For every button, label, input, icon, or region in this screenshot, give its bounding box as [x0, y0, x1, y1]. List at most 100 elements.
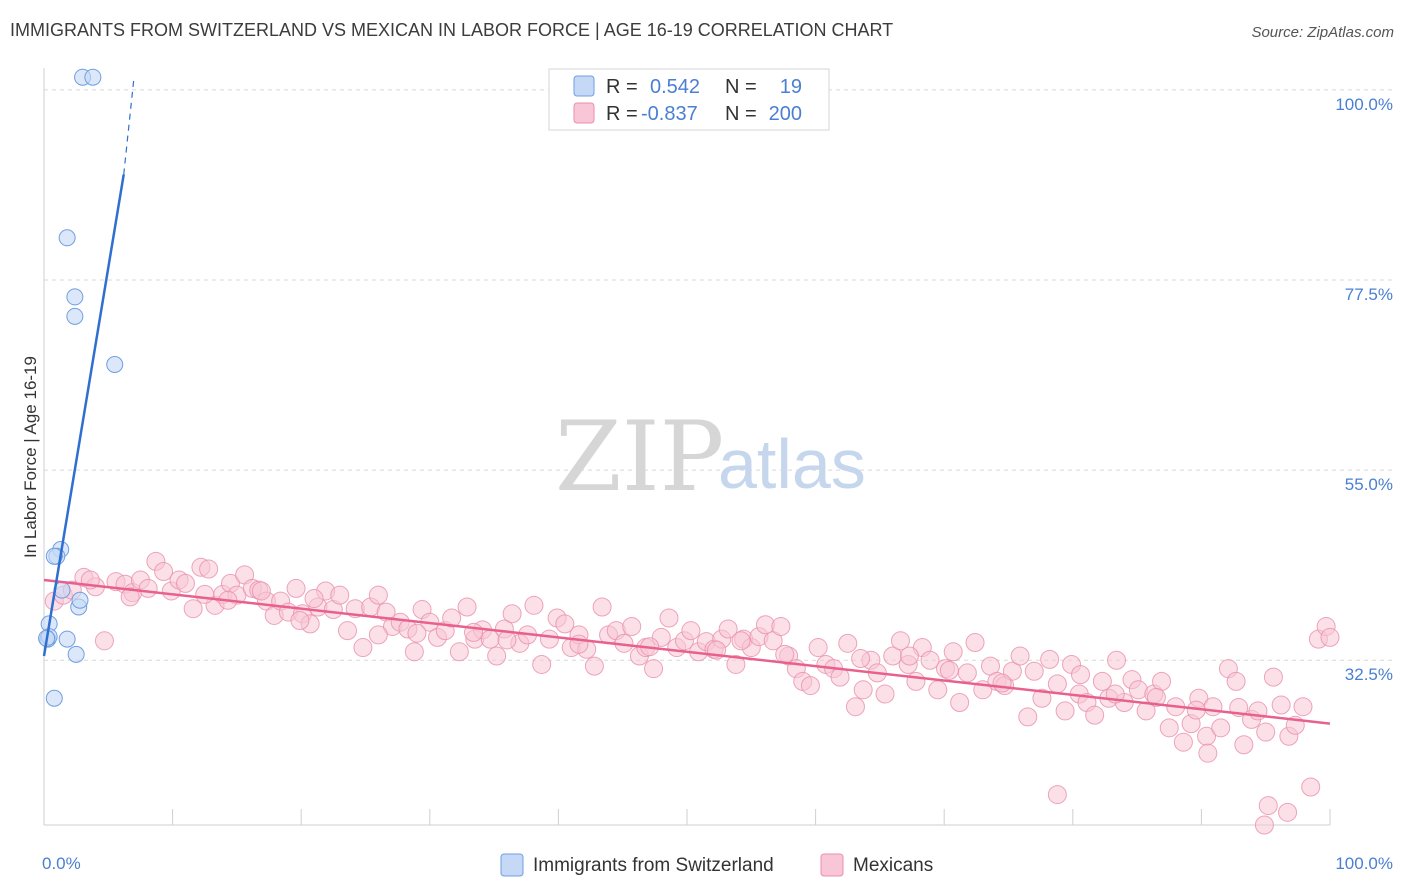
mexicans-point-95 — [771, 616, 791, 636]
mexicans-points — [44, 551, 1340, 835]
mexicans-point-149 — [1173, 732, 1193, 752]
legend-r-label-2: R = — [606, 103, 638, 125]
mexicans-point-104 — [838, 633, 858, 653]
mexicans-point-189 — [992, 673, 1012, 693]
mexicans-point-39 — [353, 638, 373, 658]
mexicans-point-194 — [1198, 743, 1218, 763]
mexicans-point-66 — [555, 614, 575, 634]
mexicans-point-174 — [251, 581, 271, 601]
source-label: Source: ZipAtlas.com — [1251, 24, 1394, 41]
switzerland-point-8 — [45, 547, 63, 565]
switzerland-trend-extension — [123, 77, 135, 175]
mexicans-point-10 — [138, 578, 158, 598]
mexicans-point-169 — [1320, 627, 1340, 647]
mexicans-point-129 — [1024, 661, 1044, 681]
legend-n-label-2: N = — [725, 103, 757, 125]
switzerland-point-1 — [84, 68, 102, 86]
mexicans-point-59 — [502, 604, 522, 624]
mexicans-point-83 — [681, 621, 701, 641]
switzerland-point-5 — [106, 356, 124, 374]
mexicans-point-116 — [928, 680, 948, 700]
mexicans-point-71 — [592, 597, 612, 617]
watermark-atlas: atlas — [718, 425, 866, 503]
mexicans-point-64 — [539, 629, 559, 649]
mexicans-point-36 — [330, 585, 350, 605]
mexicans-point-185 — [775, 644, 795, 664]
mexicans-trend-line — [43, 578, 1331, 725]
mexicans-point-156 — [1226, 671, 1246, 691]
mexicans-point-175 — [290, 611, 310, 631]
legend-swatch-mexicans — [573, 102, 595, 124]
mexicans-point-190 — [1071, 665, 1091, 685]
mexicans-point-100 — [808, 638, 828, 658]
mexicans-point-128 — [1018, 707, 1038, 727]
mexicans-point-176 — [304, 589, 324, 609]
mexicans-point-162 — [1271, 695, 1291, 715]
mexicans-point-186 — [851, 649, 871, 669]
trend-lines — [42, 77, 1331, 725]
mexicans-point-57 — [487, 646, 507, 666]
mexicans-point-115 — [920, 650, 940, 670]
mexicans-point-184 — [731, 631, 751, 651]
mexicans-point-78 — [644, 659, 664, 679]
legend-r-value-2: -0.837 — [641, 103, 698, 125]
mexicans-point-80 — [659, 608, 679, 628]
mexicans-point-153 — [1203, 697, 1223, 717]
legend-r-label-1: R = — [606, 76, 638, 98]
mexicans-point-172 — [195, 584, 215, 604]
mexicans-point-18 — [199, 559, 219, 579]
mexicans-point-171 — [120, 587, 140, 607]
mexicans-point-130 — [1032, 688, 1052, 708]
mexicans-point-30 — [286, 578, 306, 598]
x-tick-label-1: 100.0% — [1335, 854, 1393, 873]
mexicans-point-51 — [442, 608, 462, 628]
mexicans-point-46 — [404, 642, 424, 662]
y-tick-label-1: 55.0% — [1345, 475, 1393, 494]
bottom-legend-label-switzerland: Immigrants from Switzerland — [533, 855, 774, 876]
legend-n-value-2: 200 — [769, 103, 802, 125]
mexicans-point-109 — [875, 684, 895, 704]
switzerland-point-4 — [66, 307, 84, 325]
mexicans-point-161 — [1263, 667, 1283, 687]
x-tick-labels: 0.0% 100.0% — [42, 854, 1393, 873]
mexicans-point-147 — [1159, 718, 1179, 738]
mexicans-point-37 — [337, 621, 357, 641]
mexicans-point-165 — [1293, 697, 1313, 717]
mexicans-point-138 — [1092, 671, 1112, 691]
mexicans-point-178 — [407, 623, 427, 643]
mexicans-point-99 — [800, 676, 820, 696]
mexicans-point-160 — [1256, 722, 1276, 742]
switzerland-point-18 — [45, 689, 63, 707]
mexicans-point-146 — [1152, 671, 1172, 691]
mexicans-point-137 — [1085, 705, 1105, 725]
mexicans-point-52 — [449, 642, 469, 662]
switzerland-point-2 — [58, 229, 76, 247]
axes — [43, 68, 1331, 826]
mexicans-point-154 — [1211, 718, 1231, 738]
mexicans-point-140 — [1107, 650, 1127, 670]
mexicans-point-132 — [1047, 674, 1067, 694]
chart-title: IMMIGRANTS FROM SWITZERLAND VS MEXICAN I… — [10, 20, 894, 40]
y-tick-label-3: 100.0% — [1335, 95, 1393, 114]
legend-n-value-1: 19 — [780, 76, 802, 98]
legend-n-label-1: N = — [725, 76, 757, 98]
bottom-legend-label-mexicans: Mexicans — [853, 855, 933, 876]
bottom-legend-swatch-mexicans — [820, 853, 844, 877]
mexicans-point-113 — [906, 671, 926, 691]
mexicans-point-177 — [368, 625, 388, 645]
mexicans-point-62 — [524, 595, 544, 615]
mexicans-point-12 — [154, 562, 174, 582]
legend-box: R = 0.542 N = 19 R = -0.837 N = 200 — [548, 68, 830, 131]
legend-r-value-1: 0.542 — [650, 76, 700, 98]
mexicans-point-180 — [497, 630, 517, 650]
y-tick-labels: 32.5% 55.0% 77.5% 100.0% — [1335, 95, 1393, 684]
mexicans-point-192 — [1146, 687, 1166, 707]
mexicans-point-187 — [899, 646, 919, 666]
x-tick-label-0: 0.0% — [42, 854, 81, 873]
mexicans-point-105 — [845, 697, 865, 717]
mexicans-point-120 — [957, 663, 977, 683]
mexicans-point-106 — [853, 680, 873, 700]
switzerland-point-17 — [67, 645, 85, 663]
switzerland-trend-line — [42, 174, 125, 657]
